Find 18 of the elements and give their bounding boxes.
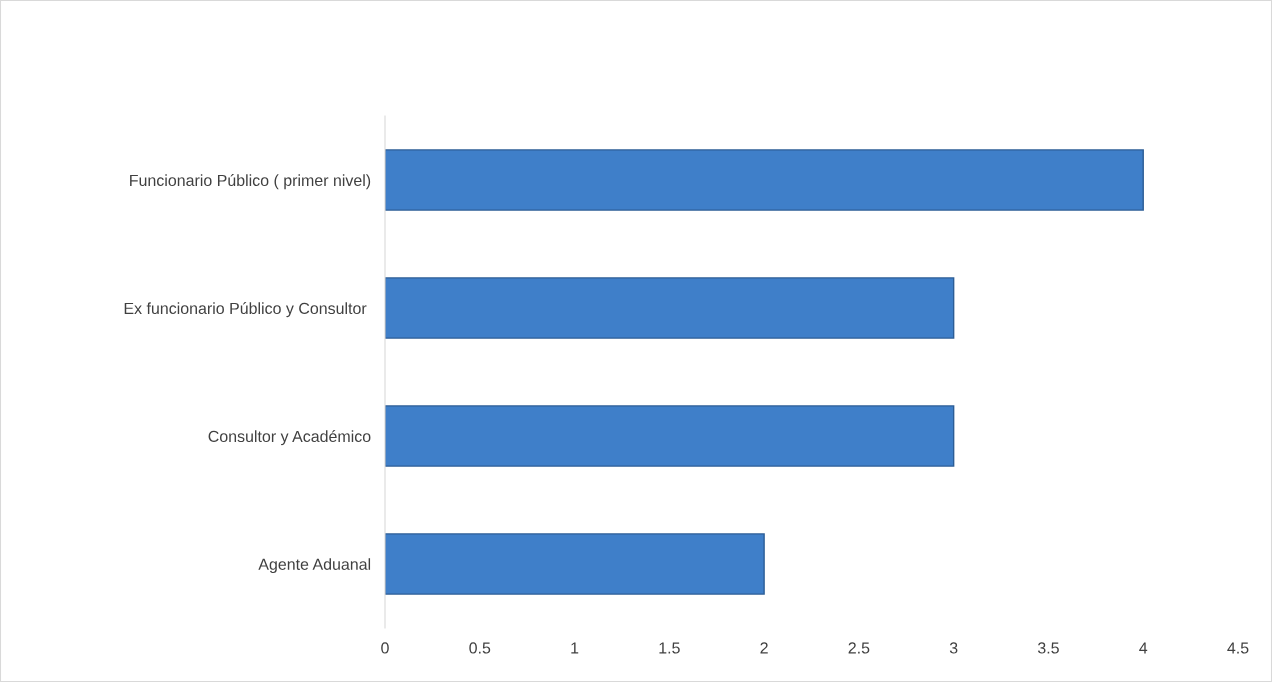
bar xyxy=(385,533,765,595)
x-tick-label: 1.5 xyxy=(659,642,680,654)
x-tick-label: 2 xyxy=(760,642,768,654)
x-tick-label: 4.5 xyxy=(1227,642,1249,654)
x-tick-label: 2.5 xyxy=(848,642,870,654)
x-tick-label: 0.5 xyxy=(469,642,491,654)
y-tick-label: Agente Aduanal xyxy=(258,558,371,574)
y-tick-label: Funcionario Público ( primer nivel) xyxy=(130,174,371,190)
y-tick-label: Consultor y Académico xyxy=(208,430,371,446)
x-tick-label: 0 xyxy=(381,642,389,654)
x-tick-label: 3.5 xyxy=(1037,642,1059,654)
x-tick-label: 1 xyxy=(571,642,579,654)
x-tick-label: 3 xyxy=(949,642,958,654)
bar xyxy=(385,149,1144,211)
bar xyxy=(385,405,955,467)
bar xyxy=(385,277,955,339)
y-tick-label: Ex funcionario Público y Consultor xyxy=(124,302,367,318)
x-tick-label: 4 xyxy=(1139,642,1148,654)
